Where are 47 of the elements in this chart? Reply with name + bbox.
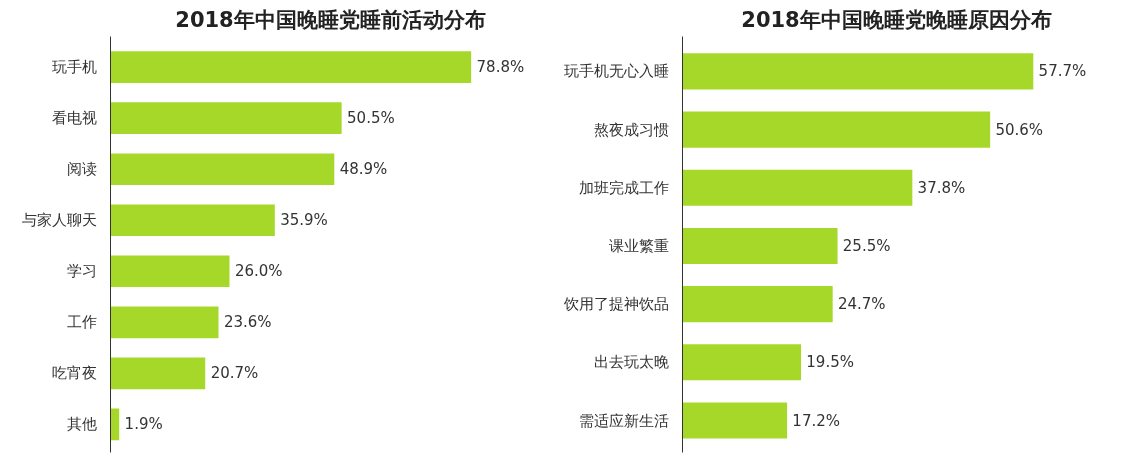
data-label: 25.5% — [842, 236, 891, 255]
bar — [110, 102, 342, 134]
bar — [682, 169, 913, 206]
y-tick-label: 工作 — [66, 313, 97, 332]
data-label: 23.6% — [223, 313, 272, 332]
bar — [682, 111, 991, 148]
y-tick-label: 出去玩太晚 — [593, 353, 669, 372]
y-tick-label: 与家人聊天 — [21, 211, 97, 230]
y-tick-label: 课业繁重 — [608, 236, 669, 255]
data-label: 20.7% — [210, 364, 259, 383]
y-tick-label: 熬夜成习惯 — [593, 120, 669, 139]
chart-title: 2018年中国晚睡党睡前活动分布 — [175, 7, 486, 32]
y-tick-label: 玩手机无心入睡 — [563, 62, 669, 81]
y-tick-label: 学习 — [66, 262, 97, 281]
data-label: 78.8% — [476, 58, 525, 77]
y-tick-label: 看电视 — [51, 109, 97, 128]
chart-title: 2018年中国晚睡党晚睡原因分布 — [741, 7, 1052, 32]
bar — [110, 306, 219, 339]
data-label: 19.5% — [806, 353, 854, 372]
data-label: 57.7% — [1038, 62, 1087, 81]
bar — [682, 227, 838, 264]
y-tick-label: 需适应新生活 — [578, 411, 669, 430]
data-label: 17.2% — [792, 411, 840, 430]
bar — [682, 286, 833, 323]
data-label: 1.9% — [124, 415, 163, 434]
bar — [682, 53, 1034, 90]
y-tick-label: 玩手机 — [51, 58, 97, 77]
data-label: 50.6% — [995, 120, 1044, 139]
y-tick-label: 吃宵夜 — [51, 364, 97, 383]
y-tick-label: 饮用了提神饮品 — [562, 295, 669, 314]
data-label: 26.0% — [234, 262, 283, 281]
data-label: 37.8% — [917, 178, 966, 197]
data-label: 50.5% — [347, 109, 395, 128]
bar — [110, 357, 206, 390]
bar — [110, 153, 335, 186]
y-tick-label: 阅读 — [66, 160, 97, 179]
bar — [682, 402, 788, 439]
bar — [110, 255, 230, 288]
data-label: 24.7% — [837, 295, 886, 314]
data-label: 35.9% — [280, 211, 328, 230]
bar — [110, 204, 275, 237]
bar — [110, 51, 472, 83]
y-tick-label: 其他 — [66, 415, 97, 434]
data-label: 48.9% — [339, 160, 388, 179]
y-tick-label: 加班完成工作 — [578, 178, 669, 197]
bar — [682, 344, 802, 381]
bar — [110, 408, 120, 441]
